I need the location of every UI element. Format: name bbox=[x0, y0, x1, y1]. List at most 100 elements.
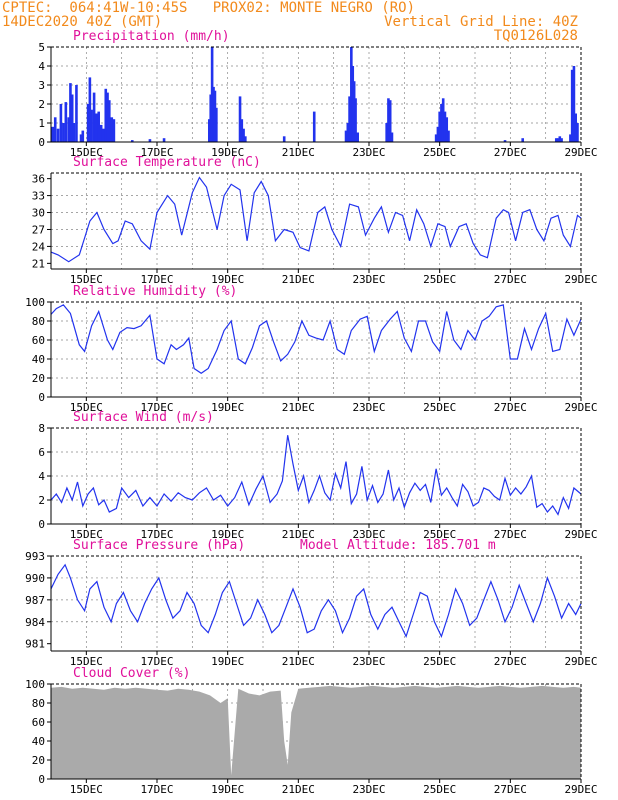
precip-bar bbox=[215, 107, 218, 142]
precip-bar bbox=[67, 117, 70, 142]
precip-bar bbox=[570, 69, 574, 142]
precip-xtick-label: 15DEC bbox=[70, 146, 103, 159]
precip-bar bbox=[90, 109, 93, 142]
cloud-ytick-label: 80 bbox=[32, 697, 45, 710]
cloud-xtick-label: 29DEC bbox=[564, 783, 597, 796]
rh-xtick-label: 19DEC bbox=[211, 401, 244, 414]
precip-bar bbox=[244, 136, 247, 142]
precip-bar bbox=[53, 117, 57, 142]
cloud-ytick-label: 20 bbox=[32, 754, 45, 767]
precip-bar bbox=[81, 130, 85, 142]
cloud-ytick-label: 60 bbox=[32, 716, 45, 729]
precip-bar bbox=[312, 111, 316, 142]
precip-bar bbox=[554, 138, 558, 142]
wind-xtick-label: 27DEC bbox=[494, 528, 527, 541]
pres-xtick-label: 25DEC bbox=[423, 655, 456, 668]
rh-series-line bbox=[50, 304, 582, 375]
precip-xtick-label: 25DEC bbox=[423, 146, 456, 159]
temp-ytick-label: 21 bbox=[32, 257, 45, 270]
precip-bar bbox=[86, 104, 90, 142]
cloud-xtick-label: 25DEC bbox=[423, 783, 456, 796]
cloud-area bbox=[51, 685, 581, 779]
precip-ytick-label: 1 bbox=[38, 117, 45, 130]
precip-bar bbox=[92, 92, 96, 142]
precip-bar bbox=[572, 66, 576, 142]
pres-subtitle: Model Altitude: 185.701 m bbox=[300, 538, 496, 553]
rh-ytick-label: 100 bbox=[25, 296, 45, 309]
precip-bar bbox=[213, 90, 217, 142]
precip-bar bbox=[447, 130, 450, 142]
precip-bar bbox=[62, 123, 65, 142]
precip-bar bbox=[356, 132, 359, 142]
wind-xtick-label: 25DEC bbox=[423, 528, 456, 541]
precip-bar bbox=[64, 102, 68, 142]
temp-series-line bbox=[50, 176, 582, 263]
precip-bar bbox=[72, 123, 76, 142]
precip-xtick-label: 21DEC bbox=[282, 146, 315, 159]
precip-bar bbox=[521, 138, 524, 142]
precip-bar bbox=[503, 140, 507, 142]
header-model-code: TQ0126L028 bbox=[493, 28, 578, 44]
temp-xtick-label: 25DEC bbox=[423, 273, 456, 286]
precip-bar bbox=[148, 139, 152, 142]
precip-bar bbox=[94, 113, 98, 142]
pres-xtick-label: 23DEC bbox=[352, 655, 385, 668]
precip-bar bbox=[443, 111, 447, 142]
rh-ytick-label: 80 bbox=[32, 315, 45, 328]
precip-bar bbox=[556, 138, 560, 142]
precip-bar bbox=[390, 132, 394, 142]
precip-ytick-label: 0 bbox=[38, 136, 45, 149]
wind-title: Surface Wind (m/s) bbox=[73, 410, 214, 425]
rh-ytick-label: 60 bbox=[32, 334, 45, 347]
temp-xtick-label: 29DEC bbox=[564, 273, 597, 286]
precip-bar bbox=[207, 119, 211, 142]
pres-xtick-label: 15DEC bbox=[70, 655, 103, 668]
wind-ytick-label: 2 bbox=[38, 494, 45, 507]
temp-ytick-label: 27 bbox=[32, 223, 45, 236]
pres-title: Surface Pressure (hPa) bbox=[73, 538, 245, 553]
header-station-line: CPTEC: 064:41W-10:45S PROX02: MONTE NEGR… bbox=[2, 0, 416, 16]
precip-bar bbox=[99, 124, 103, 142]
precip-bar bbox=[282, 136, 286, 142]
precip-bar bbox=[97, 111, 100, 142]
cloud-xtick-label: 15DEC bbox=[70, 783, 103, 796]
temp-xtick-label: 17DEC bbox=[140, 273, 173, 286]
temp-xtick-label: 15DEC bbox=[70, 273, 103, 286]
precip-bar bbox=[351, 66, 355, 142]
precip-bar bbox=[445, 117, 449, 142]
precip-bar bbox=[238, 96, 242, 142]
cloud-xtick-label: 27DEC bbox=[494, 783, 527, 796]
precip-bar bbox=[385, 123, 388, 142]
temp-title: Surface Temperature (nC) bbox=[73, 155, 261, 170]
precip-xtick-label: 23DEC bbox=[352, 146, 385, 159]
precip-bar bbox=[108, 100, 111, 142]
cloud-xtick-label: 21DEC bbox=[282, 783, 315, 796]
rh-xtick-label: 15DEC bbox=[70, 401, 103, 414]
precip-bar bbox=[576, 123, 579, 142]
rh-title: Relative Humidity (%) bbox=[73, 284, 237, 299]
precip-title: Precipitation (mm/h) bbox=[73, 29, 230, 44]
temp-xtick-label: 19DEC bbox=[211, 273, 244, 286]
cloud-xtick-label: 23DEC bbox=[352, 783, 385, 796]
wind-ytick-label: 6 bbox=[38, 446, 45, 459]
temp-xtick-label: 21DEC bbox=[282, 273, 315, 286]
precip-bar bbox=[162, 138, 166, 142]
pres-ytick-label: 990 bbox=[25, 572, 45, 585]
precip-bar bbox=[104, 88, 108, 142]
precip-bar bbox=[434, 134, 438, 142]
wind-xtick-label: 21DEC bbox=[282, 528, 315, 541]
precip-bar bbox=[240, 119, 244, 142]
wind-xtick-label: 23DEC bbox=[352, 528, 385, 541]
rh-xtick-label: 21DEC bbox=[282, 401, 315, 414]
pres-xtick-label: 17DEC bbox=[140, 655, 173, 668]
pres-ytick-label: 984 bbox=[25, 616, 45, 629]
temp-ytick-label: 33 bbox=[32, 190, 45, 203]
header-date: 14DEC2020 40Z (GMT) bbox=[2, 14, 163, 30]
rh-ytick-label: 40 bbox=[32, 353, 45, 366]
precip-bar bbox=[440, 104, 443, 142]
rh-ytick-label: 20 bbox=[32, 372, 45, 385]
precip-bar bbox=[110, 117, 114, 142]
rh-xtick-label: 17DEC bbox=[140, 401, 173, 414]
cloud-ytick-label: 0 bbox=[38, 773, 45, 786]
